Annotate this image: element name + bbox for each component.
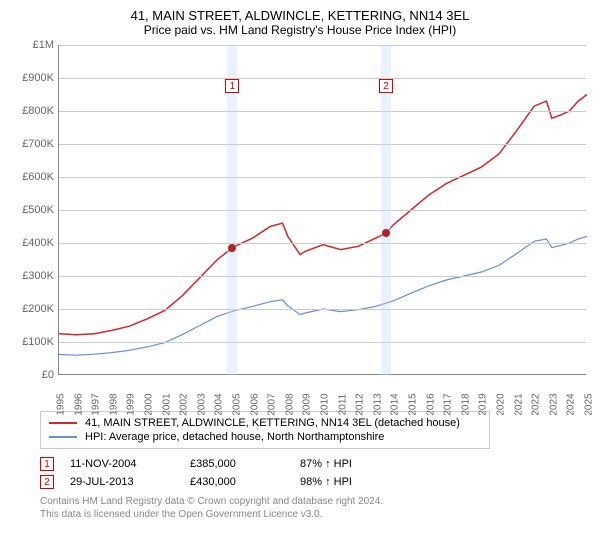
sale-marker-label: 2 — [379, 79, 393, 93]
gridline — [59, 177, 586, 178]
x-tick-label: 2019 — [478, 393, 489, 415]
sale-price: £385,000 — [190, 458, 300, 470]
footer-line-2: This data is licensed under the Open Gov… — [40, 508, 590, 521]
gridline — [59, 276, 586, 277]
series-line-property — [59, 95, 587, 335]
legend-item: 41, MAIN STREET, ALDWINCLE, KETTERING, N… — [49, 416, 481, 430]
x-tick-label: 2006 — [249, 393, 260, 415]
gridline — [59, 45, 586, 46]
x-tick-label: 2018 — [460, 393, 471, 415]
sale-num: 2 — [40, 475, 54, 489]
footer-line-1: Contains HM Land Registry data © Crown c… — [40, 495, 590, 508]
gridline — [59, 309, 586, 310]
legend-swatch — [49, 422, 77, 424]
sale-marker-band — [227, 45, 237, 375]
sale-date: 11-NOV-2004 — [70, 458, 190, 470]
x-tick-label: 2017 — [443, 393, 454, 415]
y-tick-label: £700K — [22, 138, 54, 150]
x-tick-label: 2001 — [161, 393, 172, 415]
x-tick-label: 2005 — [232, 393, 243, 415]
sales-table: 1 11-NOV-2004£385,00087% ↑ HPI 2 29-JUL-201… — [40, 455, 590, 491]
y-tick-label: £200K — [22, 303, 54, 315]
x-tick-label: 2003 — [196, 393, 207, 415]
chart-area: £0 £100K £200K £300K £400K £500K £600K £700K £80… — [10, 45, 590, 405]
plot-area: 12 — [58, 45, 586, 375]
y-tick-label: £100K — [22, 336, 54, 348]
y-tick-label: £500K — [22, 204, 54, 216]
legend: 41, MAIN STREET, ALDWINCLE, KETTERING, N… — [40, 411, 490, 449]
x-tick-label: 1996 — [73, 393, 84, 415]
series-line-hpi — [59, 236, 587, 355]
x-tick-label: 2023 — [548, 393, 559, 415]
x-tick-label: 2021 — [513, 393, 524, 415]
legend-label: 41, MAIN STREET, ALDWINCLE, KETTERING, N… — [85, 417, 460, 429]
x-tick-label: 2008 — [284, 393, 295, 415]
sale-hpi: 98% ↑ HPI — [300, 476, 400, 488]
legend-label: HPI: Average price, detached house, Nort… — [85, 431, 384, 443]
x-tick-label: 1999 — [126, 393, 137, 415]
x-tick-label: 2025 — [584, 393, 595, 415]
x-tick-label: 2004 — [214, 393, 225, 415]
x-axis: 1995199619971998199920002001200220032004… — [58, 375, 586, 405]
y-tick-label: £400K — [22, 237, 54, 249]
y-tick-label: £800K — [22, 105, 54, 117]
sale-num: 1 — [40, 457, 54, 471]
x-tick-label: 2012 — [355, 393, 366, 415]
chart-title: 41, MAIN STREET, ALDWINCLE, KETTERING, N… — [10, 8, 590, 23]
x-tick-label: 2015 — [408, 393, 419, 415]
y-tick-label: £900K — [22, 72, 54, 84]
x-tick-label: 2009 — [302, 393, 313, 415]
y-tick-label: £0 — [42, 369, 54, 381]
x-tick-label: 2013 — [372, 393, 383, 415]
x-tick-label: 2016 — [425, 393, 436, 415]
y-tick-label: £300K — [22, 270, 54, 282]
y-tick-label: £600K — [22, 171, 54, 183]
y-tick-label: £1M — [33, 39, 54, 51]
footer: Contains HM Land Registry data © Crown c… — [40, 495, 590, 521]
sale-marker-label: 1 — [225, 79, 239, 93]
gridline — [59, 342, 586, 343]
gridline — [59, 210, 586, 211]
gridline — [59, 111, 586, 112]
sale-marker-band — [381, 45, 391, 375]
sale-price: £430,000 — [190, 476, 300, 488]
sale-hpi: 87% ↑ HPI — [300, 458, 400, 470]
chart-subtitle: Price paid vs. HM Land Registry's House … — [10, 23, 590, 37]
x-tick-label: 2010 — [320, 393, 331, 415]
x-tick-label: 2011 — [337, 394, 348, 416]
gridline — [59, 78, 586, 79]
legend-swatch — [49, 436, 77, 438]
sale-row: 1 11-NOV-2004£385,00087% ↑ HPI — [40, 455, 590, 473]
x-tick-label: 1997 — [91, 393, 102, 415]
y-axis: £0£100K£200K£300K£400K£500K£600K£700K£80… — [10, 45, 58, 375]
x-tick-label: 2022 — [531, 393, 542, 415]
sale-date: 29-JUL-2013 — [70, 476, 190, 488]
x-tick-label: 2002 — [179, 393, 190, 415]
legend-item: HPI: Average price, detached house, Nort… — [49, 430, 481, 444]
sale-marker-dot — [382, 229, 390, 237]
sale-row: 2 29-JUL-2013£430,00098% ↑ HPI — [40, 473, 590, 491]
gridline — [59, 243, 586, 244]
x-tick-label: 2007 — [267, 393, 278, 415]
x-tick-label: 2020 — [496, 393, 507, 415]
x-tick-label: 2024 — [566, 393, 577, 415]
x-tick-label: 1998 — [108, 393, 119, 415]
gridline — [59, 144, 586, 145]
x-tick-label: 1995 — [56, 393, 67, 415]
chart-container: 41, MAIN STREET, ALDWINCLE, KETTERING, N… — [0, 0, 600, 560]
sale-marker-dot — [228, 244, 236, 252]
x-tick-label: 2000 — [144, 393, 155, 415]
x-tick-label: 2014 — [390, 393, 401, 415]
